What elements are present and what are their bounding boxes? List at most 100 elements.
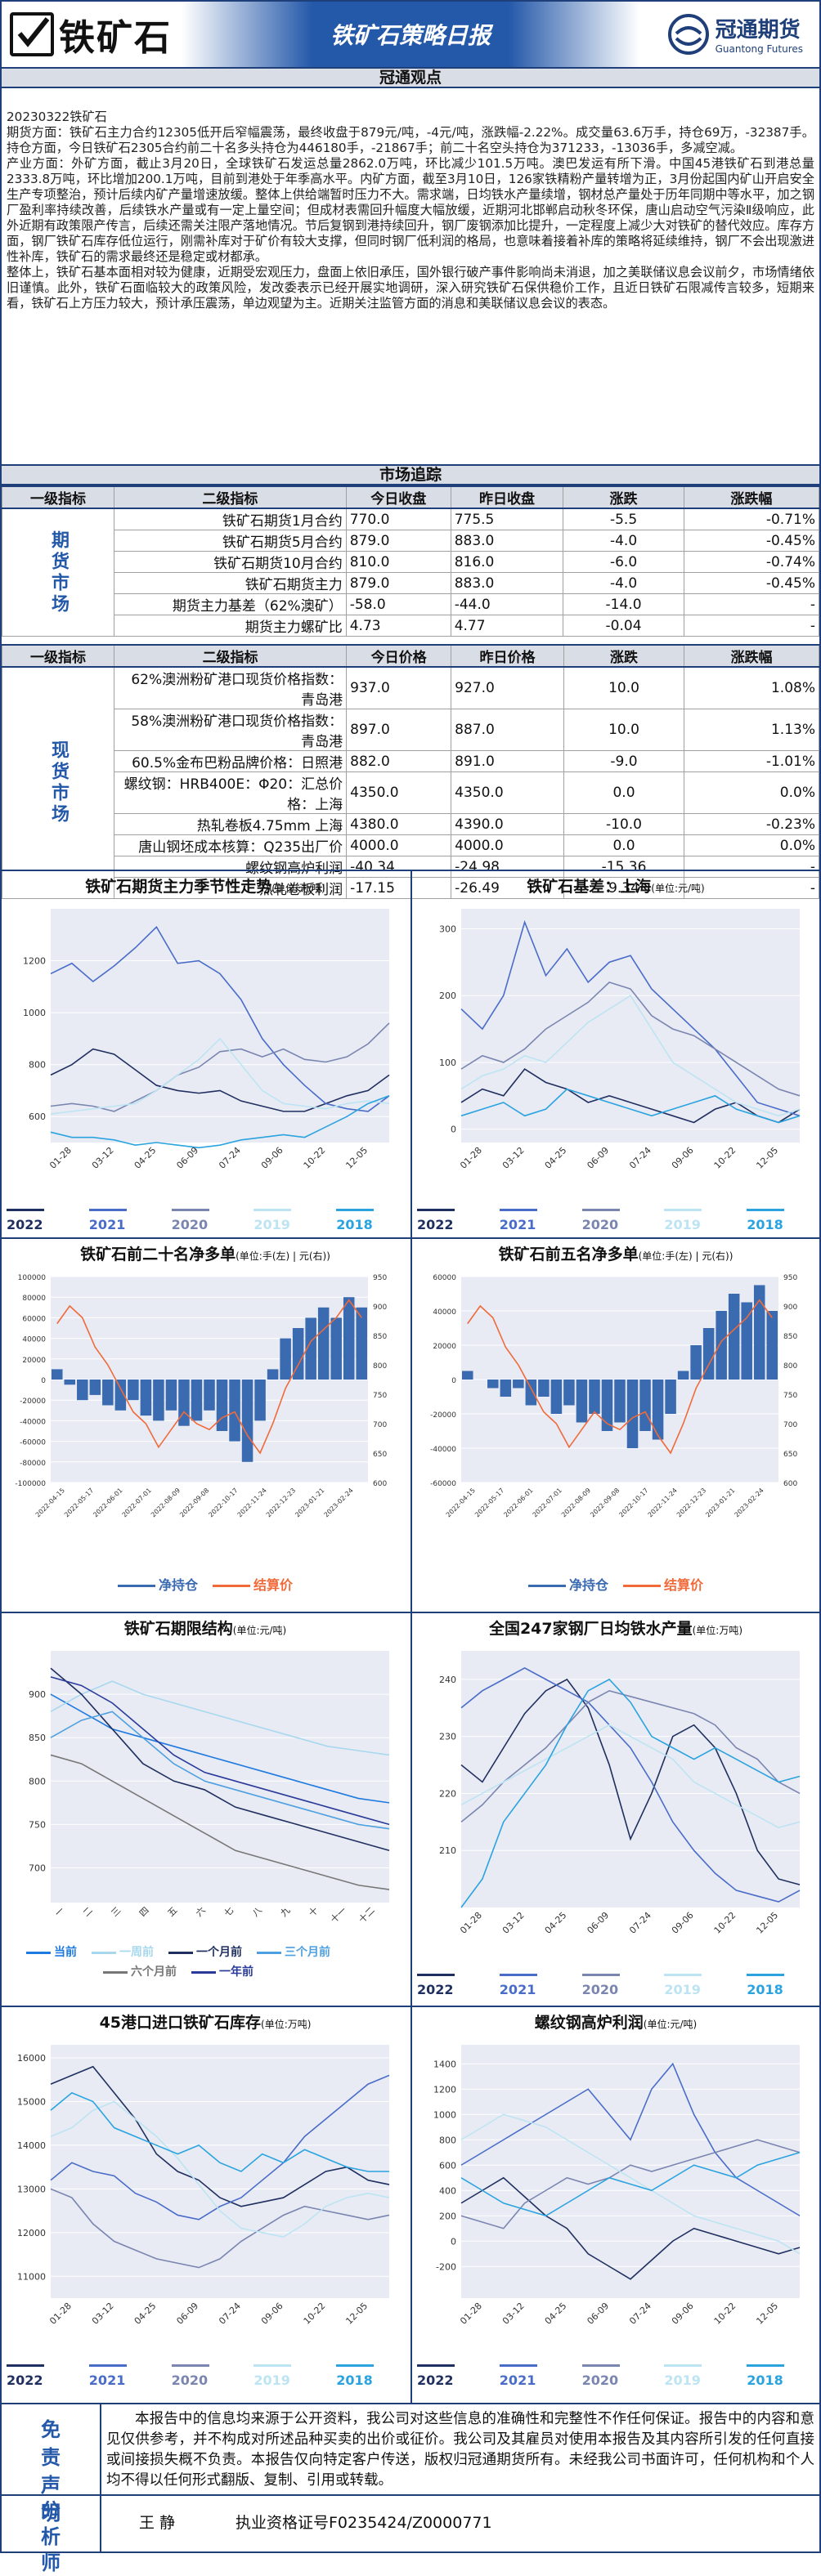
x-tick-label: 2022-05-17	[63, 1487, 95, 1518]
y-tick-label: 1200	[23, 956, 46, 967]
x-tick-label: 2022-12-23	[675, 1487, 707, 1518]
x-tick-label: 12-05	[754, 1145, 780, 1171]
x-tick-label: 2022-11-24	[647, 1487, 679, 1518]
legend-label: 2021	[499, 1982, 536, 1997]
x-tick-label: 07-24	[627, 2301, 653, 2327]
bar	[140, 1380, 152, 1416]
bar	[589, 1380, 600, 1414]
bar	[550, 1380, 563, 1414]
bar	[728, 1294, 740, 1380]
x-tick-label: 04-25	[132, 1145, 159, 1171]
cell-name: 铁矿石期货10月合约	[114, 551, 347, 573]
y2-tick-label: 600	[373, 1480, 387, 1488]
cell-today: 770.0	[345, 508, 451, 530]
header-cell: 涨跌	[563, 485, 684, 509]
y-tick-label: 800	[29, 1060, 46, 1071]
table-row: 铁矿石期货10月合约 810.0 816.0 -6.0 -0.74%	[2, 551, 820, 573]
series-line	[460, 2062, 801, 2216]
legend-swatch	[417, 1974, 455, 1976]
legend-item: 2019	[664, 1966, 732, 1997]
legend-swatch	[7, 2364, 44, 2367]
cell-name: 热轧卷板利润	[113, 877, 348, 899]
y-tick-label: 220	[439, 1788, 456, 1799]
cell-name: 螺纹钢：HRB400E：Φ20：汇总价格：上海	[113, 771, 348, 814]
chart-legend: 2022 2021 2020 2019 2018	[417, 1201, 814, 1232]
bar	[601, 1380, 613, 1431]
bar	[462, 1371, 473, 1380]
x-tick-label: 2022-04-15	[445, 1487, 477, 1518]
brand-logo: 冠通期货 Guantong Futures	[667, 13, 803, 55]
cell-pct: -1.01%	[684, 750, 819, 772]
legend-item: 一年前	[191, 1963, 253, 1979]
y-tick-label: 1000	[433, 2109, 456, 2120]
cell-pct: -	[683, 615, 820, 637]
legend-label: 2018	[747, 2373, 783, 2388]
chart-title-text: 铁矿石基差：上海	[527, 878, 652, 896]
legend-label: 2019	[664, 1982, 701, 1997]
series-line	[460, 1678, 801, 1908]
cell-today: 810.0	[345, 551, 451, 573]
cell-yesterday: 816.0	[450, 551, 564, 573]
legend-swatch	[191, 1970, 216, 1974]
legend-label: 一周前	[119, 1946, 154, 1959]
header-cell: 涨跌幅	[683, 485, 820, 509]
y2-tick-label: 700	[783, 1421, 797, 1429]
header-cell: 今日收盘	[345, 485, 451, 509]
bar	[626, 1380, 639, 1448]
chart-plot: 600 800 1000 1200 01-28 03-12 04-25 06-09 07-24 0…	[2, 899, 409, 1192]
legend-item: 2018	[336, 1201, 404, 1232]
y-tick-label: 200	[439, 991, 456, 1001]
bar	[229, 1380, 240, 1442]
legend-swatch	[581, 1974, 620, 1976]
cell-name: 期货主力基差（62%澳矿）	[114, 593, 347, 615]
legend-item: 2019	[253, 1201, 321, 1232]
legend-swatch	[92, 1951, 116, 1954]
chart-plot: -200 0 200 400 600 800 1000 1200 1400 01-28 03-12 0…	[412, 2035, 819, 2347]
header-cell: 昨日价格	[451, 644, 564, 668]
table-row: 60.5%金布巴粉品牌价格：日照港 882.0 891.0 -9.0 -1.01%	[2, 750, 819, 772]
cell-change: -0.04	[563, 615, 684, 637]
bar	[343, 1297, 355, 1380]
chart-unit: (单位:元/吨)	[651, 883, 705, 894]
y-tick-label: 40000	[22, 1336, 46, 1344]
cell-change: -10.0	[563, 813, 685, 835]
bar	[677, 1371, 689, 1380]
chart-legend: 2022 2021 2020 2019 2018	[7, 1201, 404, 1232]
x-tick-label: 三	[109, 1905, 123, 1919]
legend-label: 六个月前	[131, 1966, 177, 1979]
x-tick-label: 07-24	[627, 1145, 653, 1171]
chart-plot: 11000 12000 13000 14000 15000 16000 01-28 03-12…	[2, 2035, 409, 2347]
x-tick-label: 07-24	[217, 2301, 243, 2327]
cell-change: 10.0	[563, 666, 685, 709]
legend-item: 2021	[88, 2357, 157, 2388]
cell-name: 铁矿石期货5月合约	[114, 530, 347, 552]
cell-today: -17.15	[346, 877, 452, 899]
x-tick-label: 2022-09-08	[178, 1487, 210, 1518]
legend-swatch	[664, 1974, 702, 1976]
table-row: 期货市场 铁矿石期货1月合约 770.0 775.5 -5.5 -0.71%	[2, 508, 820, 637]
y-tick-label: 14000	[17, 2140, 46, 2151]
settlement-line	[56, 1299, 362, 1455]
brand-name-cn: 冠通期货	[715, 18, 801, 42]
bar	[639, 1380, 651, 1431]
cell-change: -5.5	[563, 508, 684, 530]
analyst-license: 执业资格证号F0235424/Z0000771	[236, 2514, 492, 2532]
cell-today: 4000.0	[346, 834, 452, 856]
y2-tick-label: 900	[373, 1304, 387, 1312]
cell-yesterday: 891.0	[451, 750, 564, 772]
cell-yesterday: 4390.0	[451, 813, 564, 835]
disclaimer-section: 免责声明 本报告中的信息均来源于公开资料，我公司对这些信息的准确性和完整性不作任…	[2, 2403, 819, 2525]
cell-today: 879.0	[345, 530, 451, 552]
cell-change: 0.0	[563, 834, 685, 856]
chart-unit: (单位:元/吨)	[271, 883, 325, 894]
legend-swatch	[88, 1209, 127, 1211]
chart-unit: (单位:万吨)	[692, 1625, 743, 1636]
legend-label: 2022	[417, 1982, 454, 1997]
x-tick-label: 09-06	[670, 2301, 696, 2327]
futures-header-row: 一级指标 二级指标 今日收盘 昨日收盘 涨跌 涨跌幅	[2, 485, 820, 509]
chart-unit: (单位:万吨)	[261, 2019, 312, 2030]
legend-item: 2021	[499, 1966, 568, 1997]
cell-today: 879.0	[345, 572, 451, 594]
bar	[513, 1380, 524, 1389]
